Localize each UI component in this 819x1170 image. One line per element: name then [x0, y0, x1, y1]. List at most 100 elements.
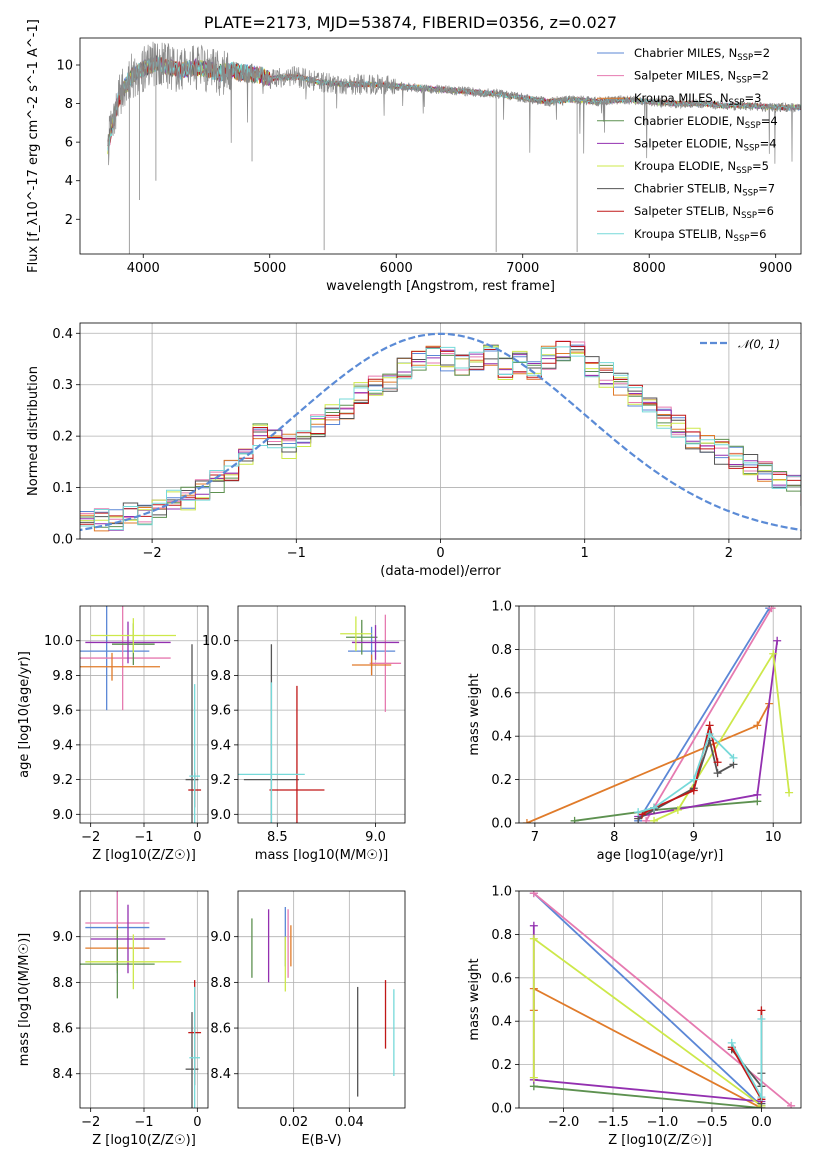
x-tick-label: 6000: [380, 261, 413, 276]
weight-marker-salpeter_miles: [642, 816, 651, 823]
y-tick-label: 0.0: [491, 817, 512, 832]
y-tick-label: 9.2: [52, 773, 73, 788]
axes-frame: 0.02 0.04 8.4 8.6 8.8 9.0 E(B-V): [210, 890, 406, 1148]
x-tick-label: 0.04: [335, 1115, 364, 1130]
legend-entry: Kroupa STELIB, NSSP=6: [634, 227, 766, 244]
x-axis-label: (data-model)/error: [380, 564, 501, 579]
axes-border: [518, 890, 802, 1109]
legend-entry: Salpeter MILES, NSSP=2: [634, 69, 769, 86]
weight-marker-salpeter_miles: [529, 891, 538, 898]
weight-line-salpeter_stelib: [730, 1010, 763, 1103]
weight-vs-metallicity-panel: −2.0 −1.5 −1.0 −0.5 0.0 0.0 0.2 0.4 0.6 0.8 1.0 Z […: [467, 885, 802, 1148]
y-tick-label: 0.0: [491, 1102, 512, 1117]
weight-vs-age-panel: 7 8 9 10 0.0 0.2 0.4 0.6 0.8 1.0 age [log10(age/yr…: [467, 600, 802, 863]
weight-marker-kroupa_stelib: [729, 753, 738, 762]
x-tick-label: −2.0: [548, 1115, 580, 1130]
axes-frame: −2 −1 0 9.0 9.2 9.4 9.6 9.8 10.0 Z [log10(Z/Z☉)] a…: [17, 605, 209, 863]
mass-vs-metallicity-panel: −2 −1 0 8.4 8.6 8.8 9.0 Z [log10(Z/Z☉)] mass [lo…: [17, 890, 209, 1148]
weight-marker-salpeter_miles: [787, 1101, 796, 1108]
histogram-salpeter_stelib: [80, 341, 801, 525]
y-tick-label: 8.8: [210, 976, 231, 991]
errorbar-salpeter_elodie: [90, 904, 166, 974]
y-axis-label: Normed distribution: [26, 366, 41, 496]
x-tick-label: 4000: [127, 261, 160, 276]
x-tick-label: −0.5: [696, 1115, 728, 1130]
weight-marker-salpeter_elodie: [753, 790, 762, 799]
weight-marker-kroupa_stelib: [650, 803, 659, 812]
legend-count: =7: [758, 182, 775, 196]
weight-line-kroupa_elodie: [532, 936, 762, 1107]
errorbar-kroupa_miles: [80, 652, 160, 681]
y-tick-label: 0.0: [52, 533, 73, 548]
errorbar-kroupa_miles: [351, 654, 392, 676]
legend-subscript: SSP: [737, 53, 753, 63]
legend-entry: Salpeter STELIB, NSSP=6: [634, 204, 774, 221]
y-tick-label: 9.0: [52, 930, 73, 945]
errorbar-kroupa_elodie: [340, 616, 372, 652]
weight-marker-kroupa_elodie: [785, 788, 794, 797]
weight-line-salpeter_miles: [645, 607, 773, 822]
weight-marker-kroupa_elodie: [529, 1073, 538, 1082]
weight-marker-kroupa_elodie: [673, 805, 682, 814]
weight-marker-kroupa_miles: [753, 721, 762, 730]
weight-line-kroupa_stelib: [730, 1019, 763, 1098]
y-tick-label: 9.4: [52, 738, 73, 753]
x-tick-label: 1: [581, 546, 589, 561]
legend-count: =2: [752, 69, 769, 83]
errorbar-kroupa_stelib: [189, 986, 200, 1108]
y-axis-label: Flux [f_λ10^-17 erg cm^-2 s^-1 A^-1]: [26, 19, 41, 273]
legend-subscript: SSP: [736, 76, 752, 86]
axes-frame: −2 −1 0 1 2 0.0 0.1 0.2 0.3 0.4 𝒩(0, 1) (data-model…: [26, 322, 802, 579]
errorbar-kroupa_stelib: [189, 684, 200, 823]
weight-marker-kroupa_elodie: [650, 816, 659, 823]
legend-label: Kroupa MILES, N: [634, 91, 729, 105]
legend-subscript: SSP: [744, 143, 760, 153]
y-tick-label: 9.8: [52, 669, 73, 684]
x-tick-label: 8.5: [267, 830, 288, 845]
errorbar-chabrier_stelib: [185, 644, 199, 823]
weight-marker-kroupa_stelib: [689, 775, 698, 784]
legend-entry: Chabrier STELIB, NSSP=7: [634, 182, 775, 199]
y-tick-label: 0.8: [491, 643, 512, 658]
plot-area: [80, 332, 801, 532]
legend-entry: Salpeter ELODIE, NSSP=4: [634, 136, 777, 153]
x-tick-label: 8: [610, 830, 618, 845]
y-tick-label: 9.0: [210, 808, 231, 823]
y-tick-label: 8.6: [52, 1022, 73, 1037]
plot-area: [80, 606, 202, 823]
mass-vs-ebv-panel: 0.02 0.04 8.4 8.6 8.8 9.0 E(B-V): [210, 890, 406, 1148]
legend-label: Chabrier ELODIE, N: [634, 114, 745, 128]
legend-label: Salpeter STELIB, N: [634, 204, 741, 218]
y-axis-label: mass weight: [467, 673, 482, 755]
x-tick-label: −1: [134, 1115, 153, 1130]
y-tick-label: 9.6: [52, 704, 73, 719]
gaussian-curve: [80, 332, 801, 532]
x-tick-label: 10: [765, 830, 782, 845]
y-tick-label: 10.0: [202, 634, 231, 649]
y-tick-label: 8.4: [210, 1067, 231, 1082]
x-tick-label: 0.02: [279, 1115, 308, 1130]
histogram-kroupa_stelib: [80, 346, 801, 531]
axes-frame: 8.5 9.0 9.0 9.2 9.4 9.6 9.8 10.0 mass [log10(M/M…: [202, 605, 406, 863]
errorbar-kroupa_elodie: [85, 934, 182, 990]
legend-subscript: SSP: [741, 211, 757, 221]
legend-subscript: SSP: [742, 189, 758, 199]
y-tick-label: 10.0: [44, 634, 73, 649]
y-tick-label: 9.4: [210, 738, 231, 753]
legend-label: Chabrier STELIB, N: [634, 182, 742, 196]
legend-label: Kroupa ELODIE, N: [634, 159, 736, 173]
legend-entry: Kroupa MILES, NSSP=3: [634, 91, 761, 108]
y-tick-label: 1.0: [491, 885, 512, 900]
weight-line-chabrier_stelib: [637, 737, 734, 820]
errorbar-salpeter_elodie: [351, 625, 400, 660]
chart-title: PLATE=2173, MJD=53874, FIBERID=0356, z=0…: [204, 13, 617, 32]
legend-count: =5: [752, 159, 769, 173]
x-tick-label: −2: [81, 1115, 100, 1130]
x-tick-label: 9000: [759, 261, 792, 276]
y-tick-label: 0.1: [52, 481, 73, 496]
y-tick-label: 0.6: [491, 686, 512, 701]
legend-count: =6: [757, 204, 774, 218]
x-tick-label: −2: [143, 546, 162, 561]
x-tick-label: 5000: [253, 261, 286, 276]
